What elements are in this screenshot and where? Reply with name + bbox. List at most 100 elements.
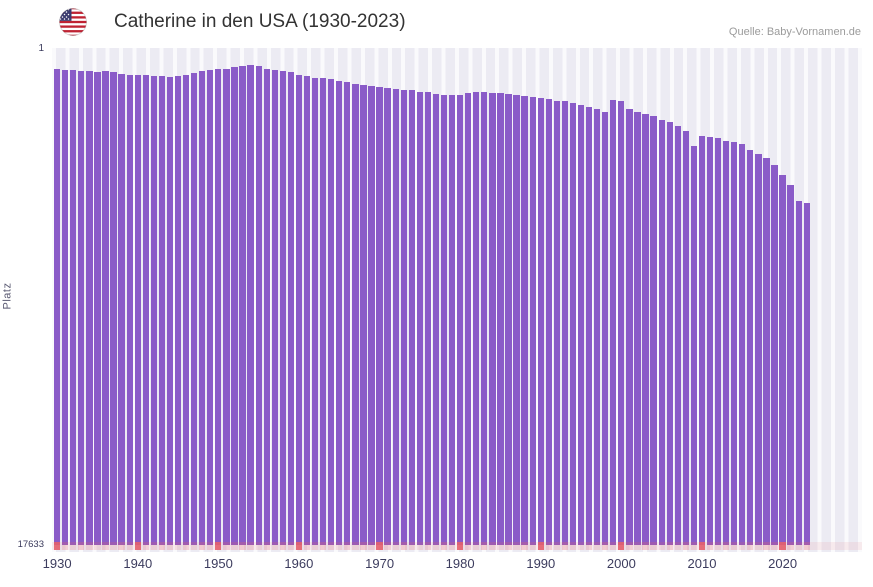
bar-1969[interactable]: [368, 85, 375, 545]
year-marker-cell: [344, 542, 351, 550]
bar-1971[interactable]: [384, 87, 391, 545]
bar-1994[interactable]: [569, 102, 577, 545]
bar-1953[interactable]: [239, 65, 246, 545]
bar-2010[interactable]: [698, 136, 706, 545]
bar-2011[interactable]: [706, 136, 714, 545]
bar-1999[interactable]: [610, 99, 617, 545]
bar-1952[interactable]: [231, 67, 238, 545]
bar-1990[interactable]: [537, 97, 544, 545]
bar-1998[interactable]: [602, 111, 609, 545]
bar-1984[interactable]: [489, 93, 496, 545]
bar-2018[interactable]: [763, 157, 770, 545]
bar-2023[interactable]: [803, 203, 810, 545]
bar-2013[interactable]: [722, 140, 730, 545]
bar-1947[interactable]: [191, 72, 198, 545]
bar-1987[interactable]: [513, 94, 520, 545]
bar-1978[interactable]: [440, 94, 448, 545]
bar-1973[interactable]: [400, 89, 407, 545]
bar-2004[interactable]: [650, 116, 657, 545]
bar-1972[interactable]: [392, 89, 399, 545]
bar-1931[interactable]: [62, 70, 69, 545]
bar-1967[interactable]: [352, 83, 359, 545]
bar-1964[interactable]: [328, 78, 335, 545]
bar-1961[interactable]: [303, 76, 311, 545]
bar-1937[interactable]: [110, 72, 117, 545]
bar-2022[interactable]: [795, 201, 802, 545]
bar-2003[interactable]: [642, 113, 649, 545]
bar-1977[interactable]: [432, 93, 440, 545]
bar-1934[interactable]: [86, 71, 93, 545]
bar-2008[interactable]: [682, 131, 689, 545]
year-marker-cell: [489, 542, 496, 550]
year-marker-cell: [118, 542, 125, 550]
bar-1997[interactable]: [594, 109, 601, 545]
bar-1989[interactable]: [529, 96, 536, 545]
bar-1988[interactable]: [521, 95, 528, 545]
bar-2019[interactable]: [771, 165, 778, 545]
bar-1936[interactable]: [102, 71, 109, 545]
bar-2012[interactable]: [714, 138, 722, 545]
bar-1949[interactable]: [207, 70, 214, 545]
bar-2014[interactable]: [731, 142, 738, 545]
bar-1962[interactable]: [311, 77, 319, 545]
bar-2007[interactable]: [674, 125, 681, 545]
bar-1943[interactable]: [158, 76, 166, 545]
bar-1945[interactable]: [174, 76, 182, 545]
bar-1958[interactable]: [279, 71, 286, 545]
bar-2020[interactable]: [779, 174, 786, 545]
bar-2009[interactable]: [690, 145, 698, 545]
bar-1965[interactable]: [336, 80, 343, 545]
bar-1979[interactable]: [448, 95, 456, 545]
bar-1975[interactable]: [416, 91, 423, 545]
bar-1993[interactable]: [561, 101, 569, 545]
bar-1983[interactable]: [481, 92, 488, 545]
bar-1950[interactable]: [215, 69, 222, 545]
bar-2006[interactable]: [666, 122, 673, 545]
bar-1932[interactable]: [70, 70, 77, 545]
bar-1951[interactable]: [223, 68, 230, 545]
bar-1954[interactable]: [247, 65, 254, 545]
bar-1930[interactable]: [54, 69, 61, 545]
bar-2005[interactable]: [658, 119, 665, 545]
bar-1938[interactable]: [118, 74, 125, 545]
bar-1991[interactable]: [545, 99, 552, 545]
bar-1942[interactable]: [150, 76, 158, 545]
bar-1933[interactable]: [78, 70, 85, 545]
bar-2002[interactable]: [634, 111, 641, 545]
bar-1980[interactable]: [457, 94, 464, 545]
bar-1968[interactable]: [360, 84, 367, 545]
bar-1940[interactable]: [134, 75, 141, 545]
bar-1996[interactable]: [585, 107, 593, 545]
bar-1963[interactable]: [319, 78, 327, 545]
bar-1992[interactable]: [553, 100, 561, 545]
bar-1955[interactable]: [255, 65, 262, 545]
bar-1946[interactable]: [182, 74, 190, 545]
bar-2015[interactable]: [739, 144, 746, 545]
bar-1960[interactable]: [295, 74, 303, 545]
bar-1981[interactable]: [465, 93, 472, 545]
bar-2021[interactable]: [787, 185, 794, 545]
bar-1941[interactable]: [142, 75, 149, 545]
bar-1939[interactable]: [126, 74, 133, 545]
bar-1982[interactable]: [473, 91, 480, 545]
bar-2000[interactable]: [618, 101, 625, 545]
bar-1974[interactable]: [408, 90, 415, 545]
bar-1985[interactable]: [497, 93, 504, 545]
bar-1948[interactable]: [199, 71, 206, 545]
bar-1957[interactable]: [271, 70, 278, 545]
bar-1986[interactable]: [505, 93, 512, 545]
bar-1995[interactable]: [577, 105, 585, 545]
year-marker-cell: [521, 542, 528, 550]
bar-1944[interactable]: [166, 76, 174, 545]
bar-2017[interactable]: [755, 153, 762, 545]
bar-2001[interactable]: [626, 108, 633, 545]
bar-1959[interactable]: [287, 72, 295, 545]
bar-1966[interactable]: [344, 82, 351, 545]
bar-1935[interactable]: [94, 72, 101, 545]
bar-1970[interactable]: [376, 87, 383, 545]
bar-1956[interactable]: [263, 68, 270, 545]
year-marker-cell: [126, 542, 133, 550]
year-marker-cell: [352, 542, 359, 550]
bar-2016[interactable]: [747, 150, 754, 545]
bar-1976[interactable]: [424, 92, 432, 545]
